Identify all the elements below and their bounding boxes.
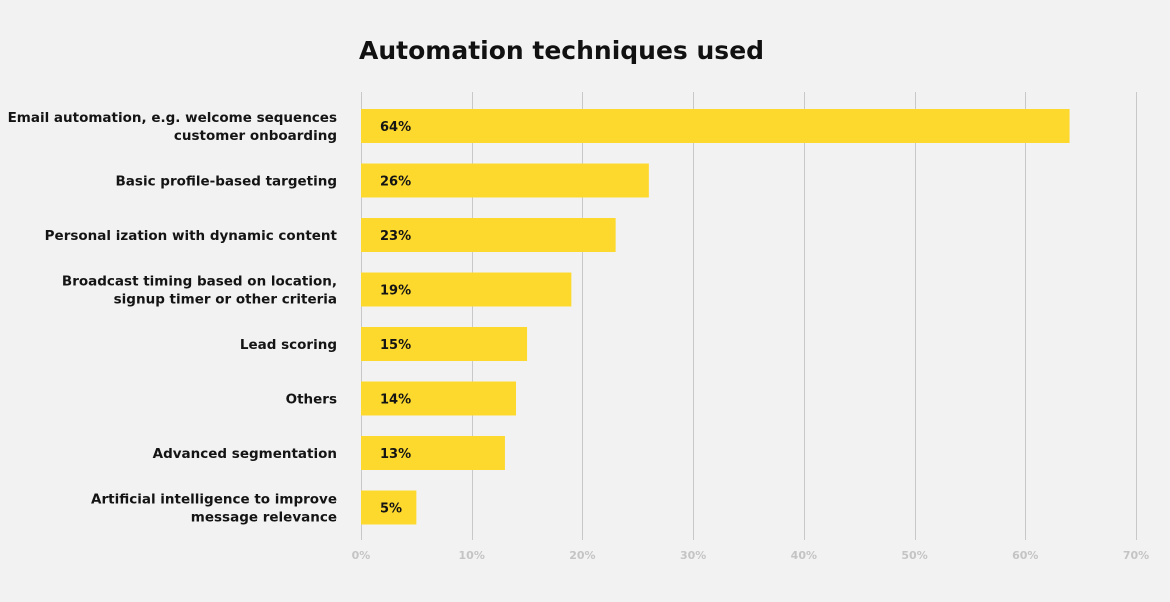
bar-value-label: 14%: [380, 393, 411, 408]
category-label: Artificial intelligence to improve: [91, 492, 337, 508]
bar-value-label: 13%: [380, 447, 411, 462]
x-axis-tick-labels: 0% 10% 20% 30% 40% 50% 60% 70%: [352, 549, 1150, 562]
bar: [361, 327, 528, 361]
bar-value-label: 23%: [380, 229, 411, 244]
bar: [361, 272, 572, 307]
bars: [361, 109, 1070, 525]
bar-value-label: 15%: [380, 338, 411, 353]
category-label: customer onboarding: [174, 128, 337, 144]
category-label: Basic profile-based targeting: [116, 174, 337, 190]
category-label: Personal ization with dynamic content: [45, 228, 338, 244]
bar-value-label: 64%: [380, 120, 411, 135]
x-tick-label: 30%: [680, 549, 706, 562]
category-label: signup timer or other criteria: [114, 292, 337, 308]
x-tick-label: 40%: [791, 549, 817, 562]
chart-title: Automation techniques used: [359, 36, 765, 65]
bar: [361, 436, 505, 470]
bar: [361, 163, 649, 198]
bar: [361, 381, 516, 416]
category-label: message relevance: [191, 510, 337, 526]
category-label: Advanced segmentation: [153, 446, 337, 462]
category-label: Broadcast timing based on location,: [62, 274, 337, 290]
x-tick-label: 60%: [1012, 549, 1038, 562]
bar-value-label: 19%: [380, 284, 411, 299]
category-label: Email automation, e.g. welcome sequences: [8, 110, 337, 126]
x-tick-label: 0%: [352, 549, 371, 562]
bar: [361, 109, 1070, 143]
x-tick-label: 20%: [569, 549, 595, 562]
x-tick-label: 70%: [1123, 549, 1149, 562]
bar: [361, 490, 417, 525]
x-tick-label: 50%: [901, 549, 927, 562]
bar: [361, 218, 616, 252]
bar-value-label: 26%: [380, 175, 411, 190]
data-labels: 64% 26% 23% 19% 15% 14% 13% 5%: [380, 120, 411, 517]
bar-value-label: 5%: [380, 502, 402, 517]
category-label: Lead scoring: [240, 337, 337, 353]
category-label: Others: [286, 392, 337, 408]
category-labels: Email automation, e.g. welcome sequences…: [8, 110, 338, 526]
gridlines: [361, 92, 1137, 540]
x-tick-label: 10%: [459, 549, 485, 562]
